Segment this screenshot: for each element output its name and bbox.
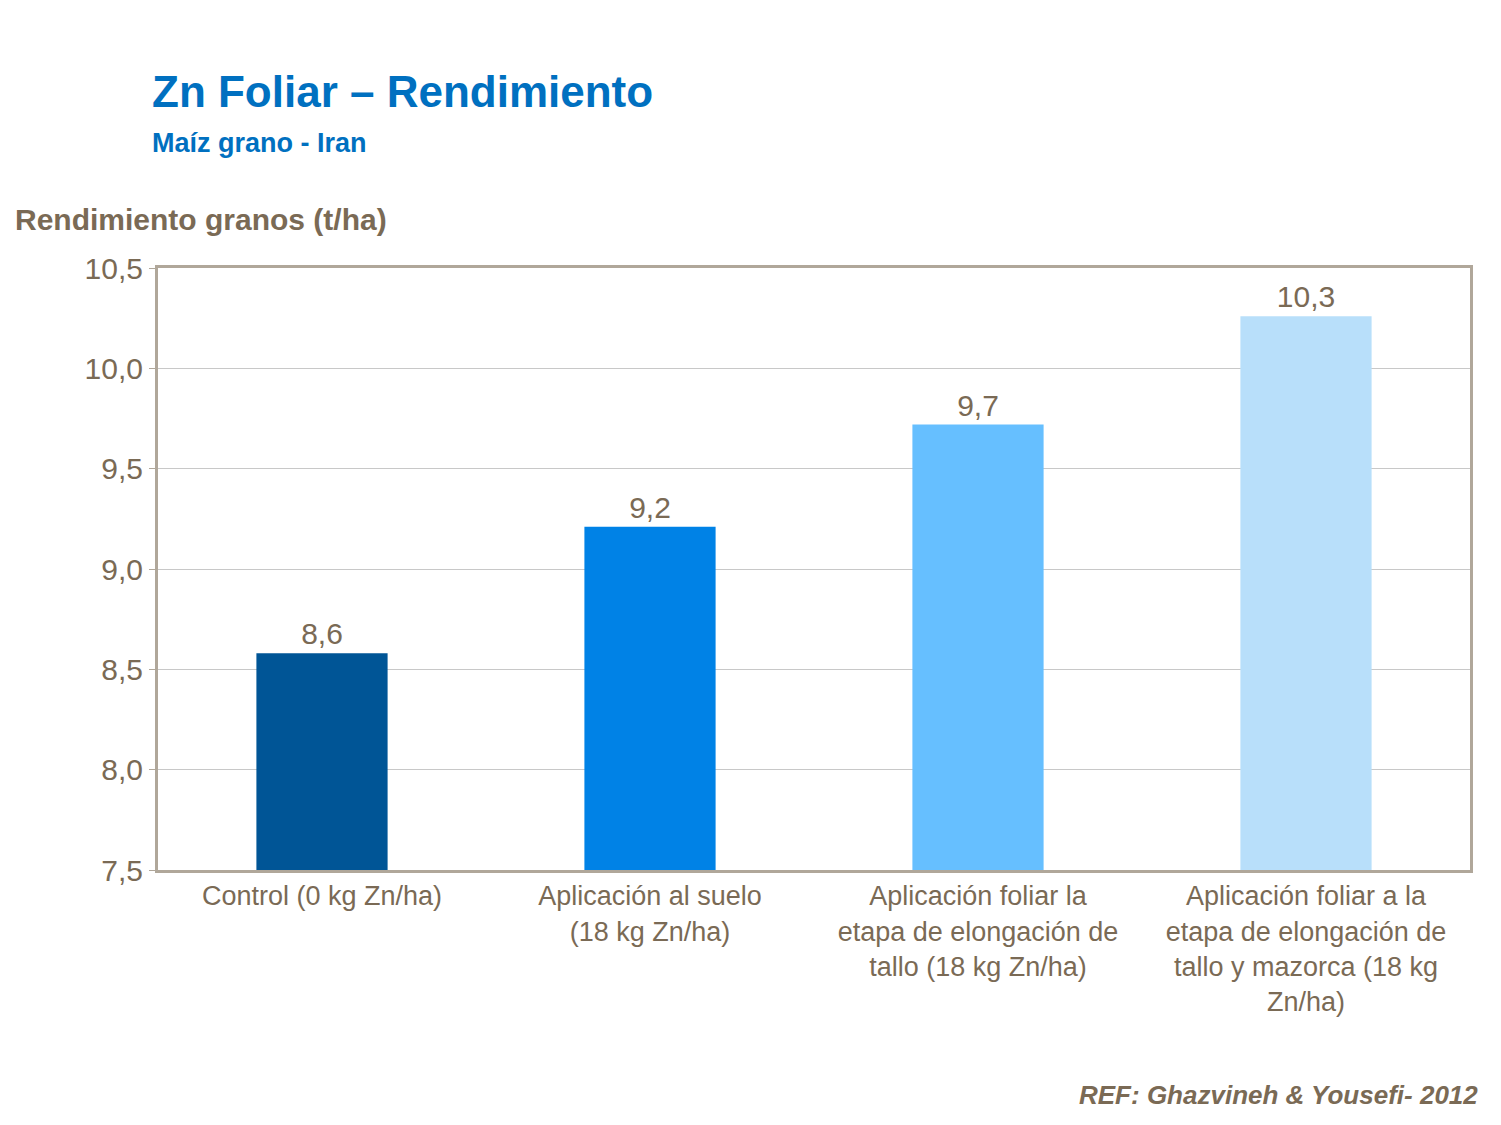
svg-text:7,5: 7,5 bbox=[101, 854, 143, 887]
svg-text:Rendimiento granos (t/ha): Rendimiento granos (t/ha) bbox=[15, 203, 387, 236]
svg-text:Aplicación foliar a laetapa de: Aplicación foliar a laetapa de elongació… bbox=[1166, 881, 1447, 1016]
svg-text:10,0: 10,0 bbox=[85, 352, 143, 385]
svg-text:10,5: 10,5 bbox=[85, 252, 143, 285]
svg-text:9,0: 9,0 bbox=[101, 553, 143, 586]
svg-text:REF: Ghazvineh & Yousefi- 2012: REF: Ghazvineh & Yousefi- 2012 bbox=[1079, 1080, 1478, 1110]
svg-text:8,5: 8,5 bbox=[101, 653, 143, 686]
svg-text:8,0: 8,0 bbox=[101, 753, 143, 786]
svg-text:9,7: 9,7 bbox=[957, 389, 999, 422]
svg-text:Zn Foliar – Rendimiento: Zn Foliar – Rendimiento bbox=[152, 67, 653, 116]
svg-text:8,6: 8,6 bbox=[301, 617, 343, 650]
svg-text:Maíz grano - Iran: Maíz grano - Iran bbox=[152, 128, 367, 158]
svg-text:Aplicación al suelo(18 kg Zn/h: Aplicación al suelo(18 kg Zn/ha) bbox=[538, 881, 762, 946]
svg-text:9,5: 9,5 bbox=[101, 452, 143, 485]
svg-text:Aplicación foliar laetapa de e: Aplicación foliar laetapa de elongación … bbox=[838, 881, 1119, 981]
svg-text:10,3: 10,3 bbox=[1277, 280, 1335, 313]
svg-text:Control (0 kg Zn/ha): Control (0 kg Zn/ha) bbox=[202, 881, 442, 911]
svg-text:9,2: 9,2 bbox=[629, 491, 671, 524]
